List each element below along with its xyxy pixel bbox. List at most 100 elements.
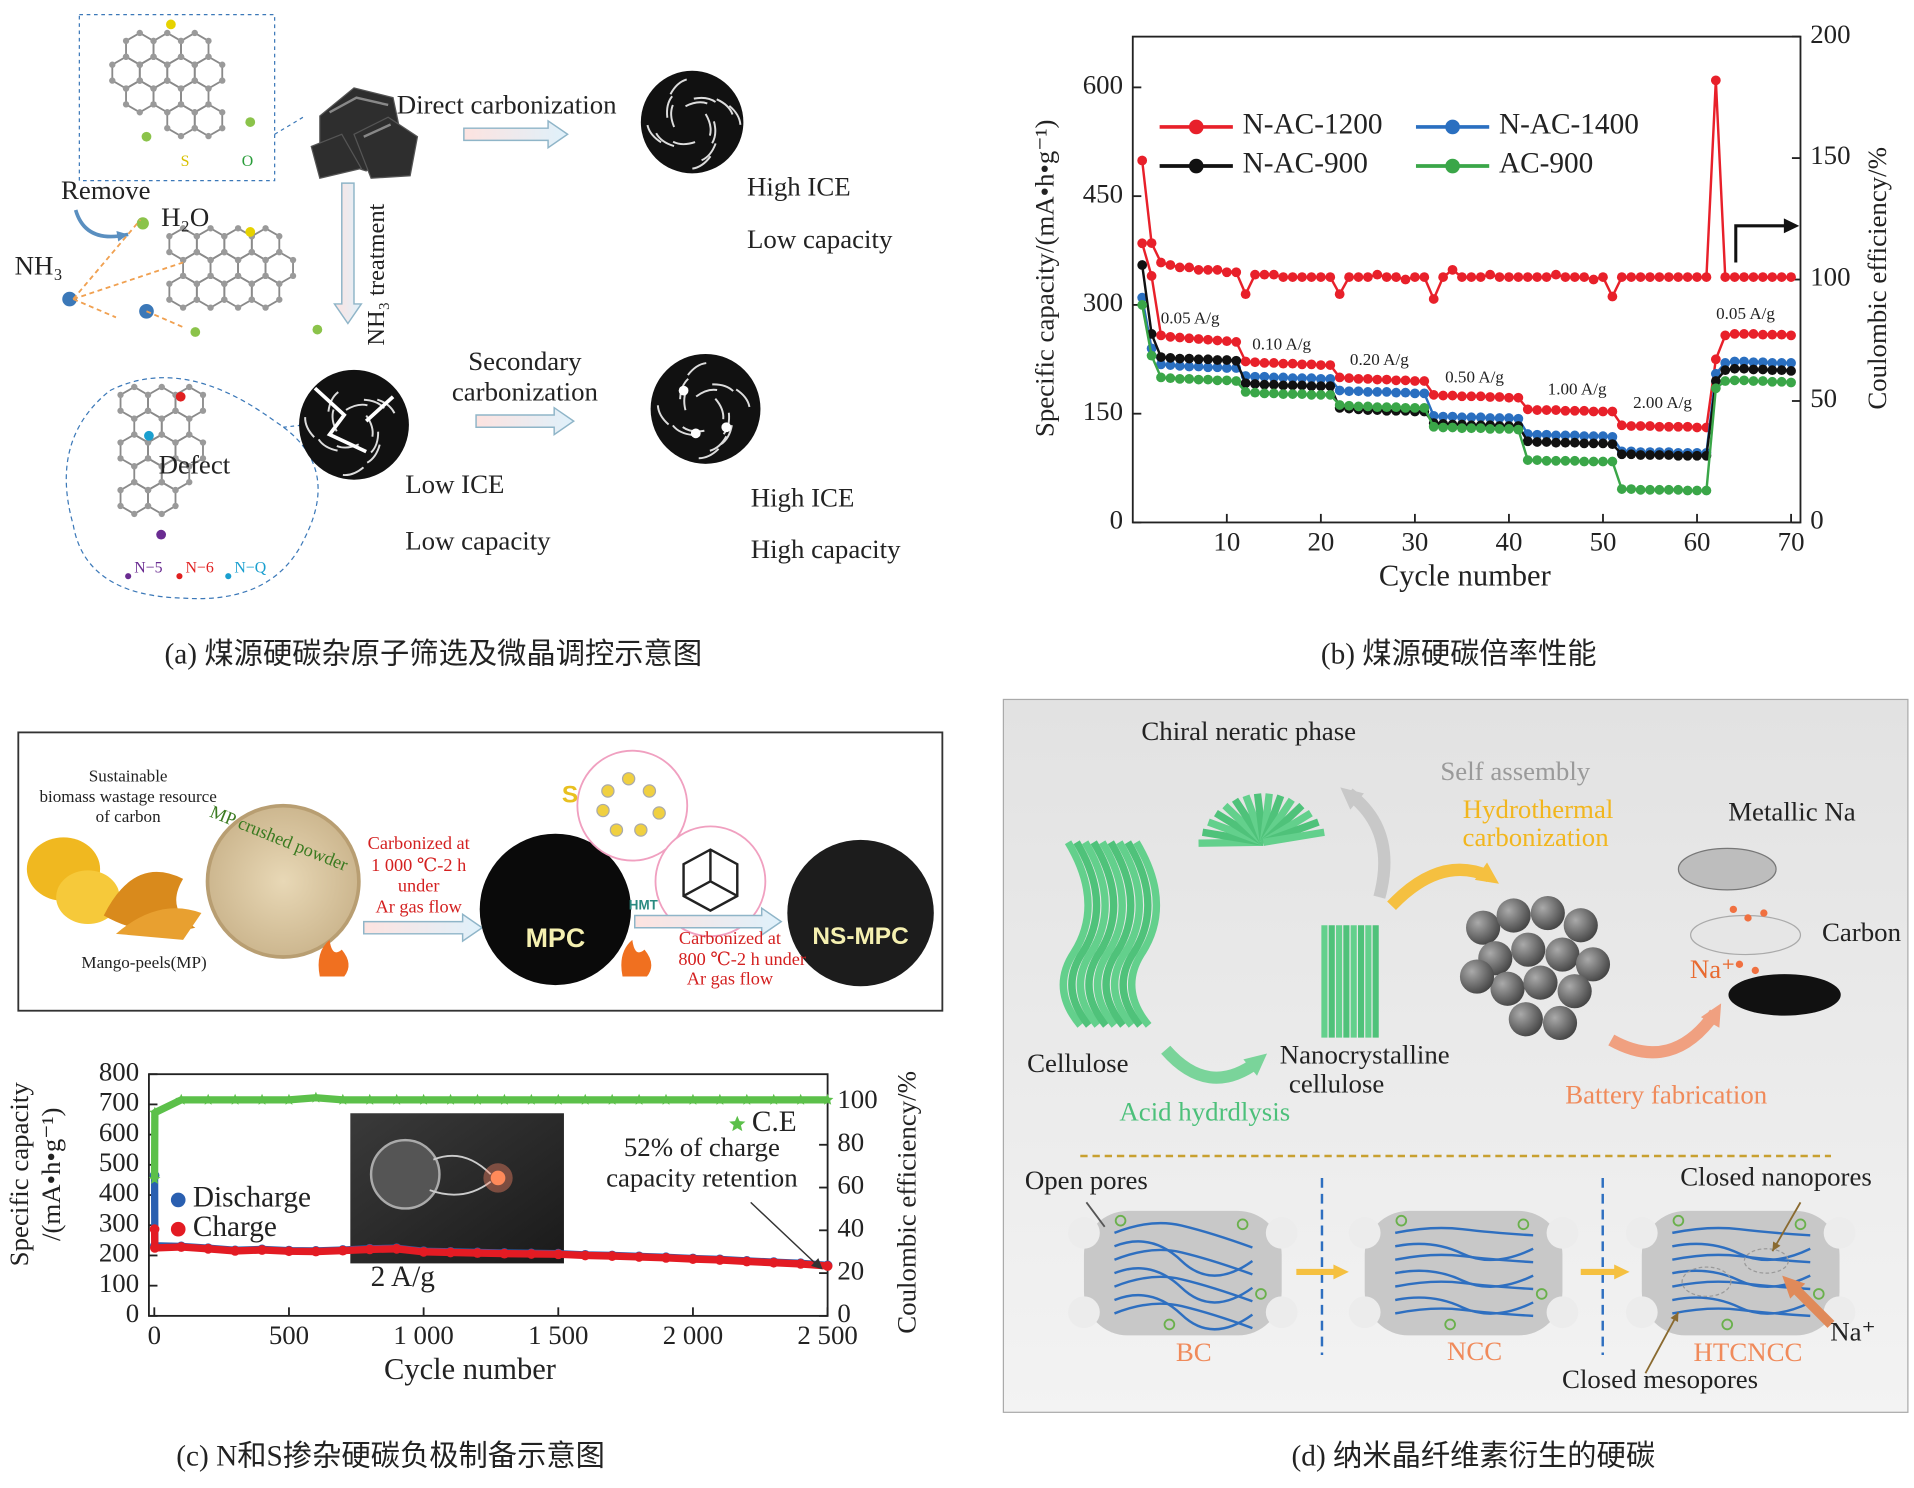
carbon-electrode xyxy=(1728,974,1841,1016)
data-point xyxy=(1381,387,1392,397)
data-point xyxy=(148,1172,161,1184)
data-point xyxy=(229,1093,241,1105)
label: Na⁺ xyxy=(1690,954,1735,984)
graphitic-layer xyxy=(712,383,734,392)
carbon-atom xyxy=(166,280,173,287)
carbon-atom xyxy=(234,225,242,232)
carbon-atom xyxy=(221,280,228,287)
graphitic-layer xyxy=(336,443,360,449)
carbon-ring xyxy=(250,274,281,309)
data-point xyxy=(1344,272,1354,282)
data-point xyxy=(1494,272,1505,282)
data-point xyxy=(1598,438,1608,449)
label: Ar gas flow xyxy=(375,896,462,916)
cellulose-fiber xyxy=(1068,840,1101,1028)
data-point xyxy=(1297,359,1307,370)
data-point xyxy=(1268,379,1279,390)
data-point xyxy=(1419,388,1430,399)
carbon-atom xyxy=(276,233,283,240)
data-point xyxy=(1419,376,1430,386)
data-point xyxy=(1720,358,1731,368)
caption: (c) N和S掺杂硬碳负极制备示意图 xyxy=(176,1439,605,1472)
graphitic-layer xyxy=(365,415,374,437)
data-point xyxy=(310,1091,322,1103)
axis-pointer xyxy=(1734,224,1785,263)
data-point xyxy=(1551,455,1561,466)
data-point xyxy=(1212,362,1223,373)
process-arrow xyxy=(634,906,783,937)
data-point xyxy=(1174,373,1185,384)
data-point xyxy=(1438,422,1448,433)
carbon-atom xyxy=(191,61,198,68)
label: NH₃ treatment xyxy=(363,203,390,345)
carbon-atom xyxy=(205,101,212,108)
data-point xyxy=(1315,272,1326,282)
data-point xyxy=(149,1243,160,1253)
s-atom xyxy=(609,823,624,837)
data-point xyxy=(1278,389,1289,399)
data-point xyxy=(1607,456,1618,467)
data-point xyxy=(1776,329,1787,340)
data-point xyxy=(1362,387,1373,397)
carbon-atom xyxy=(172,439,179,446)
data-point xyxy=(1156,352,1166,363)
data-point xyxy=(1457,272,1467,282)
carbon-atom xyxy=(158,383,165,391)
legend-label: N-AC-900 xyxy=(1243,148,1368,180)
data-point xyxy=(1447,411,1458,422)
data-point xyxy=(1457,423,1467,434)
nh3-n xyxy=(62,291,77,307)
data-point xyxy=(1259,379,1270,390)
s-atom xyxy=(642,784,657,798)
graphitic-layer xyxy=(716,98,734,115)
carbon-atom xyxy=(199,391,207,399)
pore xyxy=(690,428,701,439)
data-point xyxy=(1315,360,1326,370)
data-point xyxy=(1720,272,1731,282)
graphitic-layer xyxy=(714,398,725,420)
data-point xyxy=(1250,379,1260,389)
carbon-ring xyxy=(125,79,155,114)
data-point xyxy=(1663,421,1674,432)
data-point xyxy=(1485,413,1496,423)
pore xyxy=(678,385,689,396)
rate-label: 0.50 A/g xyxy=(1445,367,1504,386)
data-point xyxy=(1353,272,1364,282)
data-point xyxy=(1757,357,1768,368)
water-o xyxy=(136,217,149,230)
carbon-atom xyxy=(179,256,187,264)
y-tick-label: 0 xyxy=(126,1298,139,1328)
data-point xyxy=(1551,269,1561,280)
arrow-head xyxy=(1474,862,1499,884)
data-point xyxy=(1334,400,1345,410)
arrow-head xyxy=(1670,1312,1679,1322)
carbon-ring xyxy=(119,481,149,515)
label: O xyxy=(242,153,253,170)
label: Low ICE xyxy=(405,469,504,499)
label: under xyxy=(398,876,440,896)
label: H₂O xyxy=(161,202,209,232)
data-point xyxy=(822,1261,833,1271)
x-tick-label: 50 xyxy=(1590,527,1617,557)
data-point xyxy=(1654,421,1665,432)
carbon-layer xyxy=(1394,1296,1534,1315)
data-point xyxy=(1776,358,1787,368)
data-point xyxy=(1579,272,1590,282)
rate-label: 2.00 A/g xyxy=(1633,393,1692,412)
data-point xyxy=(1457,412,1467,423)
data-point xyxy=(1221,375,1232,386)
y-axis-label: Specific capacity/(mA•h•g⁻¹) xyxy=(1029,120,1059,438)
carbon-layer xyxy=(1394,1280,1534,1291)
data-point xyxy=(1616,420,1627,431)
data-point xyxy=(1513,413,1524,424)
carbon-atom xyxy=(205,53,212,60)
data-point xyxy=(1372,269,1383,280)
data-point xyxy=(1673,272,1684,282)
data-point xyxy=(1156,359,1166,370)
data-point xyxy=(1334,385,1345,396)
data-point xyxy=(1184,353,1195,364)
connector xyxy=(274,115,306,135)
label: 800 ℃-2 h under xyxy=(678,949,806,969)
carbon-sphere xyxy=(1557,974,1592,1009)
data-point xyxy=(1287,373,1298,384)
